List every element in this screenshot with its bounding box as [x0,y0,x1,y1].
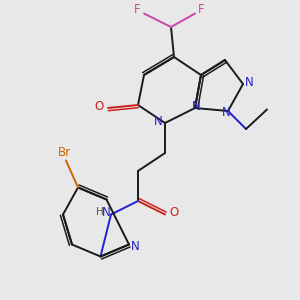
Text: N: N [244,76,253,89]
Text: N: N [192,100,201,113]
Text: N: N [222,106,231,119]
Text: Br: Br [58,146,71,159]
Text: H: H [96,207,104,217]
Text: O: O [94,100,103,113]
Text: F: F [198,3,205,16]
Text: N: N [102,206,111,220]
Text: N: N [154,115,163,128]
Text: O: O [169,206,178,219]
Text: N: N [131,239,140,253]
Text: F: F [134,3,141,16]
